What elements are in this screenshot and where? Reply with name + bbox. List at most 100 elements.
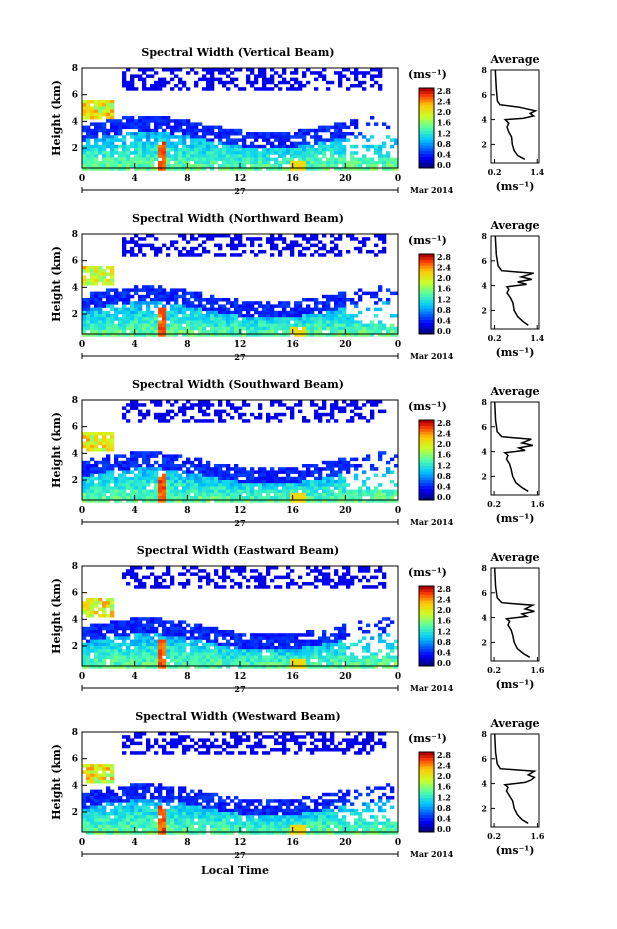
heatmap-cell bbox=[102, 601, 107, 605]
heatmap-cell bbox=[106, 626, 111, 631]
colorbar-tick-label: 0.0 bbox=[437, 492, 451, 502]
heatmap-cell bbox=[326, 310, 331, 315]
heatmap-cell bbox=[122, 164, 127, 168]
heatmap-cell bbox=[190, 314, 195, 318]
heatmap-cell bbox=[338, 406, 343, 410]
heatmap-cell bbox=[170, 633, 175, 637]
heatmap-cell bbox=[222, 566, 227, 570]
heatmap-cell bbox=[166, 412, 171, 417]
heatmap-cell bbox=[166, 569, 171, 573]
heatmap-cell bbox=[186, 298, 191, 302]
heatmap-cell bbox=[306, 486, 311, 490]
heatmap-cell bbox=[186, 119, 191, 123]
heatmap-cell bbox=[270, 148, 275, 152]
heatmap-cell bbox=[266, 496, 271, 500]
heatmap-cell bbox=[302, 148, 307, 152]
heatmap-cell bbox=[338, 84, 343, 88]
heatmap-cell bbox=[310, 320, 315, 324]
heatmap-cell bbox=[314, 71, 319, 75]
heatmap-cell bbox=[202, 492, 207, 497]
heatmap-cell bbox=[98, 831, 103, 835]
heatmap-cell bbox=[94, 789, 99, 794]
heatmap-cell bbox=[102, 164, 107, 168]
heatmap-cell bbox=[230, 164, 235, 168]
heatmap-cell bbox=[162, 460, 167, 465]
heatmap-cell bbox=[318, 655, 323, 660]
heatmap-cell bbox=[190, 655, 195, 660]
heatmap-cell bbox=[242, 323, 247, 328]
heatmap-cell bbox=[362, 662, 367, 666]
x-tick-label: 16 bbox=[286, 506, 299, 516]
heatmap-cell bbox=[270, 68, 275, 72]
heatmap-cell bbox=[262, 323, 267, 328]
heatmap-cell bbox=[110, 314, 115, 318]
heatmap-cell bbox=[326, 572, 331, 576]
heatmap-cell bbox=[158, 285, 163, 289]
heatmap-cell bbox=[298, 575, 303, 580]
heatmap-cell bbox=[114, 464, 119, 468]
heatmap-cell bbox=[138, 464, 143, 468]
heatmap-cell bbox=[274, 658, 279, 663]
heatmap-cell bbox=[102, 269, 107, 273]
heatmap-cell bbox=[146, 74, 151, 78]
heatmap-cell bbox=[302, 135, 307, 139]
heatmap-cell bbox=[342, 74, 347, 78]
heatmap-cell bbox=[134, 330, 139, 334]
heatmap-cell bbox=[118, 464, 123, 468]
heatmap-cell bbox=[330, 578, 335, 583]
colorbar-segment bbox=[419, 643, 434, 647]
heatmap-cell bbox=[274, 480, 279, 484]
heatmap-cell bbox=[342, 160, 347, 165]
heatmap-cell bbox=[294, 317, 299, 321]
heatmap-cell bbox=[250, 160, 255, 165]
heatmap-cell bbox=[214, 148, 219, 152]
heatmap-cell bbox=[230, 71, 235, 75]
heatmap-cell bbox=[206, 333, 211, 337]
heatmap-cell bbox=[290, 160, 295, 165]
heatmap-cell bbox=[102, 639, 107, 644]
heatmap-cell bbox=[366, 323, 371, 328]
colorbar-tick-label: 2.4 bbox=[437, 429, 451, 439]
heatmap-cell bbox=[162, 636, 167, 640]
heatmap-cell bbox=[206, 665, 211, 669]
heatmap-cell bbox=[322, 301, 327, 305]
heatmap-cell bbox=[302, 473, 307, 478]
heatmap-cell bbox=[242, 646, 247, 650]
heatmap-cell bbox=[246, 489, 251, 494]
heatmap-cell bbox=[210, 294, 215, 299]
heatmap-cell bbox=[326, 326, 331, 331]
heatmap-cell bbox=[170, 330, 175, 334]
heatmap-cell bbox=[186, 330, 191, 334]
heatmap-cell bbox=[206, 307, 211, 312]
heatmap-cell bbox=[310, 154, 315, 158]
profile-y-tick-label: 4 bbox=[481, 613, 487, 623]
heatmap-cell bbox=[146, 304, 151, 308]
heatmap-cell bbox=[146, 141, 151, 146]
heatmap-cell bbox=[206, 141, 211, 146]
heatmap-cell bbox=[206, 144, 211, 149]
heatmap-cell bbox=[314, 151, 319, 155]
heatmap-cell bbox=[238, 151, 243, 155]
heatmap-cell bbox=[162, 419, 167, 423]
heatmap-cell bbox=[226, 80, 231, 85]
heatmap-cell bbox=[302, 160, 307, 165]
heatmap-cell bbox=[310, 317, 315, 321]
heatmap-cell bbox=[242, 658, 247, 663]
profile-frame bbox=[490, 401, 540, 496]
heatmap-cell bbox=[126, 148, 131, 152]
heatmap-cell bbox=[162, 116, 167, 120]
heatmap-cell bbox=[322, 307, 327, 312]
heatmap-cell bbox=[110, 802, 115, 806]
heatmap-cell bbox=[234, 314, 239, 318]
heatmap-cell bbox=[290, 470, 295, 474]
heatmap-cell bbox=[190, 132, 195, 136]
heatmap-cell bbox=[294, 160, 299, 165]
heatmap-cell bbox=[190, 135, 195, 139]
heatmap-cell bbox=[130, 566, 135, 570]
heatmap-cell bbox=[162, 298, 167, 302]
heatmap-cell bbox=[254, 416, 259, 420]
heatmap-cell bbox=[110, 799, 115, 803]
heatmap-cell bbox=[270, 307, 275, 312]
heatmap-cell bbox=[82, 432, 87, 436]
heatmap-cell bbox=[146, 167, 151, 171]
